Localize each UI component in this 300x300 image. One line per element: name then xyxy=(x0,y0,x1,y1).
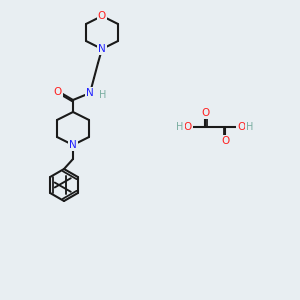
Text: O: O xyxy=(184,122,192,132)
Text: H: H xyxy=(99,90,107,100)
Text: N: N xyxy=(98,44,106,54)
Text: H: H xyxy=(246,122,254,132)
Text: N: N xyxy=(69,140,77,150)
Text: H: H xyxy=(176,122,184,132)
Text: O: O xyxy=(237,122,245,132)
Text: O: O xyxy=(221,136,229,146)
Text: O: O xyxy=(98,11,106,21)
Text: O: O xyxy=(201,108,209,118)
Text: N: N xyxy=(86,88,94,98)
Text: O: O xyxy=(54,87,62,97)
